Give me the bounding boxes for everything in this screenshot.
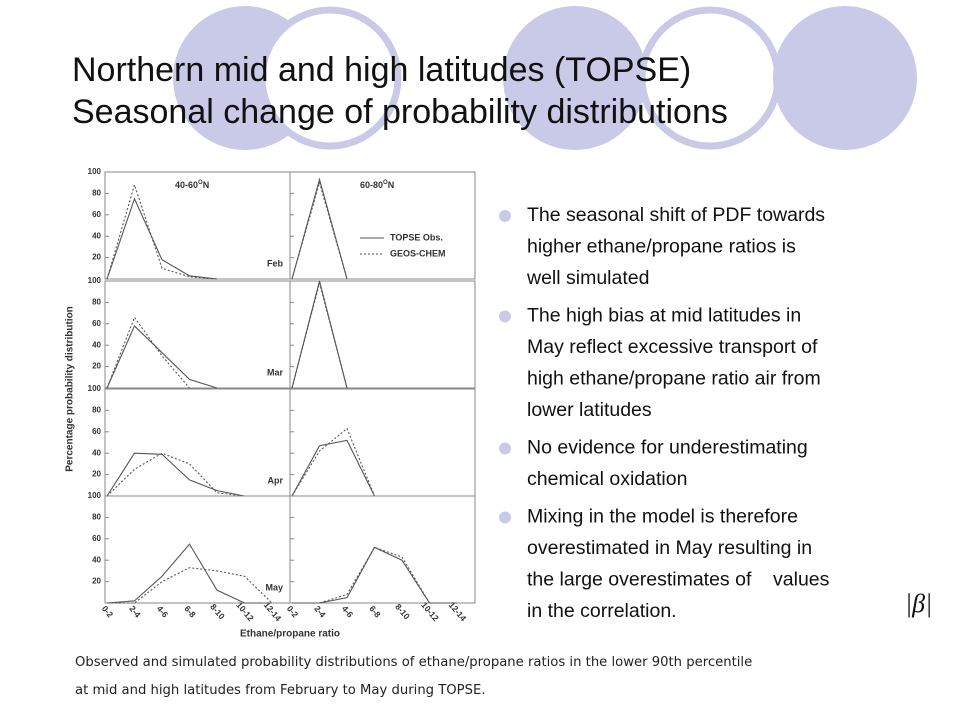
bullet-text: No evidence for underestimating (527, 437, 808, 459)
y-axis-label: Percentage probability distribution (65, 306, 76, 472)
x-tick-label: 4-6 (340, 604, 356, 620)
y-tick-label: 60 (92, 210, 101, 219)
series-line (107, 567, 273, 604)
series-line (106, 197, 218, 280)
y-tick-label: 20 (92, 470, 101, 479)
latitude-hemisphere: N (388, 180, 395, 190)
decor-ring (258, 6, 402, 150)
month-label: May (265, 582, 283, 592)
series-line (106, 182, 218, 280)
panel-frame (104, 388, 291, 497)
bullet-text: higher ethane/propane ratios is (527, 236, 796, 258)
x-tick-label: 8-10 (393, 602, 412, 622)
latitude-range: 60-80 (360, 180, 383, 190)
x-tick-label: 6-8 (182, 604, 198, 620)
x-tick-label: 0-2 (285, 604, 301, 620)
title-line: Northern mid and high latitudes (TOPSE) (72, 51, 691, 89)
y-tick-label: 20 (92, 253, 101, 262)
y-tick-label: 60 (92, 534, 101, 543)
x-tick-label: 6-8 (367, 604, 383, 620)
panel-frame (104, 495, 291, 604)
series-line (291, 180, 348, 280)
x-tick-label: 8-10 (208, 602, 227, 622)
bullet-text: the large overestimates of values (527, 569, 830, 591)
panel-frame (289, 388, 476, 497)
bullet-dot (499, 310, 511, 323)
bullet-dot (499, 210, 511, 222)
latitude-degree: O (383, 180, 388, 186)
y-tick-label: 40 (92, 448, 101, 457)
panel-frame (289, 171, 476, 280)
y-tick-label: 40 (92, 340, 101, 349)
series-line (291, 280, 348, 389)
bullet-text: high ethane/propane ratio air from (527, 368, 821, 390)
latitude-range: 40-60 (175, 180, 198, 190)
bullet-text: The seasonal shift of PDF towards (527, 204, 825, 226)
x-axis-label: Ethane/propane ratio (240, 629, 340, 640)
month-label: Mar (267, 367, 284, 377)
y-tick-label: 80 (92, 406, 101, 415)
bullet-text: Mixing in the model is therefore (527, 506, 798, 528)
series-line (291, 280, 348, 389)
y-tick-label: 80 (92, 513, 101, 522)
beta-symbol: |β| (905, 589, 932, 618)
y-tick-label: 60 (92, 427, 101, 436)
bullet-text: May reflect excessive transport of (527, 336, 818, 358)
series-line (106, 452, 245, 497)
y-tick-label: 80 (92, 298, 101, 307)
x-tick-label: 4-6 (155, 604, 171, 620)
x-tick-label: 2-4 (312, 604, 328, 620)
series-line (106, 324, 218, 389)
month-label: Apr (268, 475, 284, 485)
x-tick-label: 0-2 (100, 604, 116, 620)
latitude-label: 40-60ON (175, 180, 209, 191)
latitude-hemisphere: N (203, 180, 210, 190)
series-line (292, 546, 457, 604)
bullet-text: well simulated (526, 267, 649, 289)
bullet-text: chemical oxidation (527, 468, 687, 490)
x-tick-label: 2-4 (127, 604, 143, 620)
y-tick-label: 100 (88, 276, 102, 285)
latitude-degree: O (198, 180, 203, 186)
series-line (291, 427, 376, 497)
y-tick-label: 60 (92, 319, 101, 328)
title-line: Seasonal change of probability distribut… (72, 93, 728, 131)
y-tick-label: 100 (88, 491, 102, 500)
caption-line: Observed and simulated probability distr… (75, 655, 752, 670)
bullet-dot (499, 511, 511, 524)
y-tick-label: 100 (88, 384, 102, 393)
legend-label: TOPSE Obs. (390, 232, 443, 242)
bullet-text: in the correlation. (527, 600, 677, 622)
y-tick-label: 20 (92, 577, 101, 586)
decor-circle (503, 6, 647, 150)
y-tick-label: 20 (92, 362, 101, 371)
series-line (291, 177, 348, 280)
month-label: Feb (267, 258, 284, 268)
series-line (106, 316, 190, 389)
legend-label: GEOS-CHEM (390, 248, 446, 258)
bullet-text: overestimated in May resulting in (527, 537, 812, 559)
bullet-text: lower latitudes (527, 399, 652, 421)
bullet-text: The high bias at mid latitudes in (527, 305, 801, 327)
y-tick-label: 100 (88, 167, 102, 176)
panel-frame (289, 280, 476, 389)
bullet-dot (499, 442, 511, 455)
y-tick-label: 40 (92, 555, 101, 564)
caption-line: at mid and high latitudes from February … (75, 683, 486, 698)
series-line (106, 452, 245, 497)
panel-frame (104, 280, 291, 389)
decor-circle (773, 6, 917, 150)
panel-frame (289, 495, 476, 604)
y-tick-label: 40 (92, 231, 101, 240)
series-line (292, 546, 457, 604)
series-line (291, 439, 375, 497)
latitude-label: 60-80ON (360, 180, 394, 191)
y-tick-label: 80 (92, 189, 101, 198)
series-line (106, 543, 272, 604)
